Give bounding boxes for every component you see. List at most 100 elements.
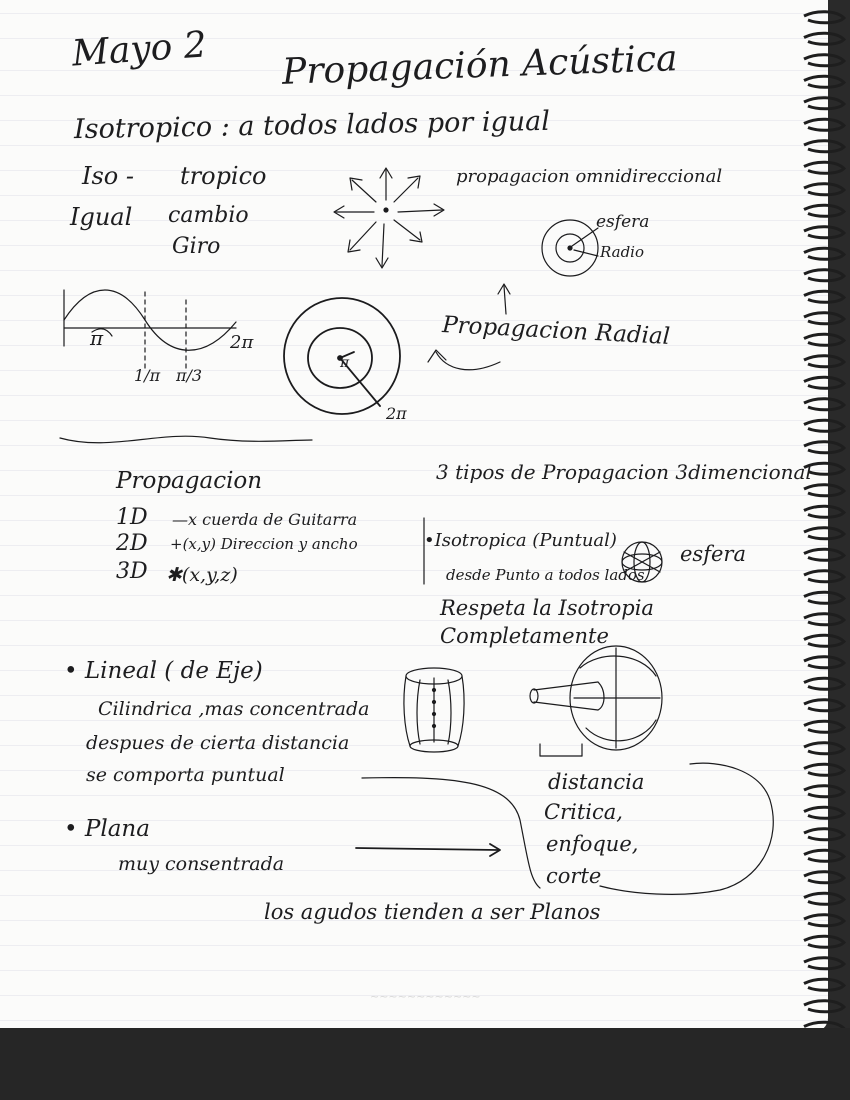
spiral-coil: [803, 676, 847, 691]
dim-2d-desc: +(x,y) Direccion y ancho: [170, 535, 358, 553]
spiral-coil: [803, 590, 847, 605]
faint-watermark: ~~~~~~~~~~~~: [370, 990, 481, 1003]
spiral-coil: [803, 311, 847, 326]
wave-frac-one: 1/π: [134, 366, 161, 385]
spiral-coil: [803, 805, 847, 820]
curved-arrow-icon: [427, 349, 501, 371]
wave-pi-mark: π: [90, 326, 104, 350]
spiral-coil: [803, 225, 847, 240]
spiral-coil: [803, 332, 847, 347]
wave-frac-two: π/3: [176, 366, 203, 385]
page-shadow: [0, 1028, 850, 1100]
lineal-line-1: Cilindrica ,mas concentrada: [98, 698, 370, 720]
spiral-coil: [803, 848, 847, 863]
horn-sketch: [529, 645, 663, 757]
omnidirectional-label: propagacion omnidireccional: [456, 166, 723, 187]
spiral-coil: [803, 96, 847, 111]
spiral-coil: [803, 182, 847, 197]
spiral-coil: [803, 633, 847, 648]
spiral-coil: [803, 956, 847, 971]
spiral-coil: [803, 397, 847, 412]
wavy-divider: [59, 435, 313, 444]
circle-two-pi-label: 2π: [386, 404, 407, 423]
esfera-label-mid: esfera: [680, 542, 746, 566]
spiral-coil: [803, 354, 847, 369]
giro-label: Giro: [172, 234, 221, 259]
spiral-coil: [803, 375, 847, 390]
dim-3d-desc: ✱(x,y,z): [166, 564, 238, 586]
tropico-label: tropico: [180, 162, 267, 190]
iso-label: Iso -: [82, 162, 134, 190]
cambio-label: cambio: [168, 203, 249, 228]
lineal-heading: • Lineal ( de Eje): [64, 658, 263, 684]
spiral-coil: [803, 504, 847, 519]
spiral-coil: [803, 719, 847, 734]
dim-2d: 2D: [116, 531, 148, 556]
distancia-line-1: distancia: [548, 770, 645, 794]
spiral-coil: [803, 418, 847, 433]
spiral-coil: [803, 762, 847, 777]
spiral-coil: [803, 526, 847, 541]
sphere-radius-sketch: [541, 219, 599, 277]
spiral-coil: [803, 870, 847, 885]
spiral-coil: [803, 461, 847, 476]
spiral-coil: [803, 268, 847, 283]
notebook-page: Mayo 2 Propagación Acústica Isotropico :…: [0, 0, 828, 1032]
cylinder-sketch: [403, 667, 465, 753]
dim-1d-desc: —x cuerda de Guitarra: [172, 510, 358, 529]
dim-3d: 3D: [116, 559, 148, 584]
spiral-coil: [803, 999, 847, 1014]
spiral-coil: [803, 913, 847, 928]
spiral-coil: [803, 741, 847, 756]
propagacion-heading: Propagacion: [116, 468, 263, 494]
sine-wave-sketch: [63, 289, 237, 373]
spiral-coil: [803, 10, 847, 25]
spiral-coil: [803, 31, 847, 46]
spiral-coil: [803, 74, 847, 89]
respeta-text: Respeta la Isotropia: [440, 596, 654, 620]
spiral-coil: [803, 547, 847, 562]
sketch-layer: ~~~~~~~~~~~~: [59, 167, 774, 1003]
spiral-coil: [803, 203, 847, 218]
spiral-binding: [803, 10, 847, 1032]
spiral-coil: [803, 289, 847, 304]
spiral-coil: [803, 655, 847, 670]
spiral-coil: [803, 53, 847, 68]
spiral-coil: [803, 117, 847, 132]
spiral-coil: [803, 139, 847, 154]
spiral-coil: [803, 827, 847, 842]
lineal-line-3: se comporta puntual: [86, 764, 285, 786]
distancia-line-3: enfoque,: [546, 832, 639, 856]
distancia-line-4: corte: [546, 864, 602, 888]
spiral-coil: [803, 440, 847, 455]
spiral-coil: [803, 891, 847, 906]
spiral-coil: [803, 160, 847, 175]
sphere-sketch: [621, 541, 663, 583]
distancia-line-2: Critica,: [544, 800, 623, 824]
isotropica-bullet: •Isotropica (Puntual): [424, 530, 617, 551]
spiral-coil: [803, 934, 847, 949]
spiral-coil: [803, 698, 847, 713]
desde-punto-text: desde Punto a todos lados: [446, 566, 645, 584]
spiral-coil: [803, 784, 847, 799]
plana-desc: muy consentrada: [118, 853, 285, 875]
spiral-coil: [803, 569, 847, 584]
footer-note: los agudos tienden a ser Planos: [264, 900, 601, 924]
wave-two-pi: 2π: [230, 332, 254, 353]
spiral-coil: [803, 977, 847, 992]
spiral-coil: [803, 246, 847, 261]
lineal-line-2: despues de cierta distancia: [86, 732, 350, 754]
spiral-coil: [803, 483, 847, 498]
completamente-text: Completamente: [440, 624, 609, 648]
spiral-coil: [803, 612, 847, 627]
enclosure-curve: [361, 762, 774, 895]
plane-wave-arrow-icon: [355, 843, 501, 857]
arrow-up-icon: [497, 283, 511, 315]
radial-circles-sketch: [283, 297, 401, 415]
dim-1d: 1D: [116, 505, 148, 530]
tipos-heading: 3 tipos de Propagacion 3dimencional: [436, 460, 812, 484]
plana-heading: • Plana: [64, 816, 150, 842]
esfera-label-top: esfera: [596, 212, 650, 232]
radio-label: Radio: [600, 243, 645, 261]
igual-label: Igual: [70, 203, 133, 231]
